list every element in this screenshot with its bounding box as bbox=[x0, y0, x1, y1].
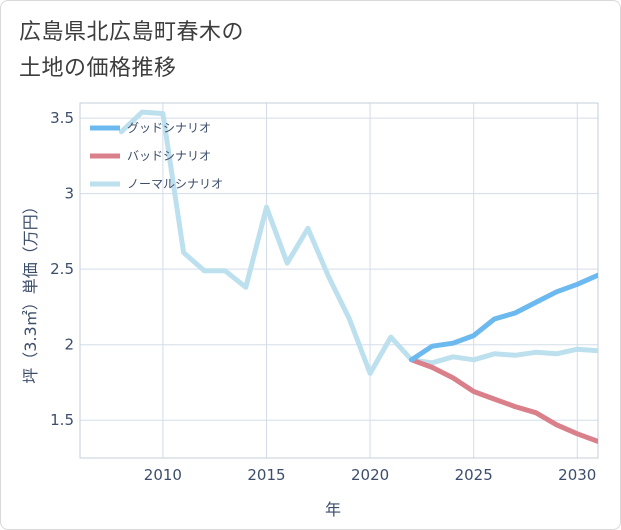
grid-lines bbox=[80, 103, 598, 458]
x-axis-label: 年 bbox=[325, 500, 341, 519]
y-tick-label: 3.5 bbox=[50, 109, 74, 127]
chart-title-line-2: 土地の価格推移 bbox=[19, 56, 177, 81]
x-tick-label: 2010 bbox=[144, 466, 182, 484]
y-tick-label: 1.5 bbox=[50, 411, 74, 429]
y-axis-ticks: 1.5 2 2.5 3 3.5 bbox=[50, 109, 74, 429]
chart-title-line-1: 広島県北広島町春木の bbox=[19, 20, 245, 45]
chart-title: 広島県北広島町春木の 土地の価格推移 bbox=[19, 15, 244, 87]
x-tick-label: 2025 bbox=[455, 466, 493, 484]
legend-label: グッドシナリオ bbox=[127, 121, 211, 135]
y-tick-label: 2.5 bbox=[50, 260, 74, 278]
x-tick-label: 2020 bbox=[351, 466, 389, 484]
series-line-2 bbox=[409, 357, 598, 444]
legend-label: バッドシナリオ bbox=[127, 149, 211, 163]
x-tick-label: 2015 bbox=[247, 466, 285, 484]
series-layer bbox=[118, 109, 598, 444]
y-tick-label: 3 bbox=[64, 185, 74, 203]
series-line-1 bbox=[409, 272, 598, 363]
x-axis-ticks: 2010 2015 2020 2025 2030 bbox=[144, 466, 597, 484]
series-line-3 bbox=[118, 109, 598, 376]
y-tick-label: 2 bbox=[64, 336, 74, 354]
y-axis-label: 坪（3.3㎡）単価（万円） bbox=[21, 198, 40, 383]
x-tick-label: 2030 bbox=[558, 466, 596, 484]
legend-item-3[interactable]: ノーマルシナリオ bbox=[90, 177, 223, 191]
legend-item-1[interactable]: グッドシナリオ bbox=[90, 121, 211, 135]
legend-item-2[interactable]: バッドシナリオ bbox=[90, 149, 211, 163]
legend-label: ノーマルシナリオ bbox=[127, 177, 223, 191]
plot-area-border bbox=[79, 102, 599, 459]
